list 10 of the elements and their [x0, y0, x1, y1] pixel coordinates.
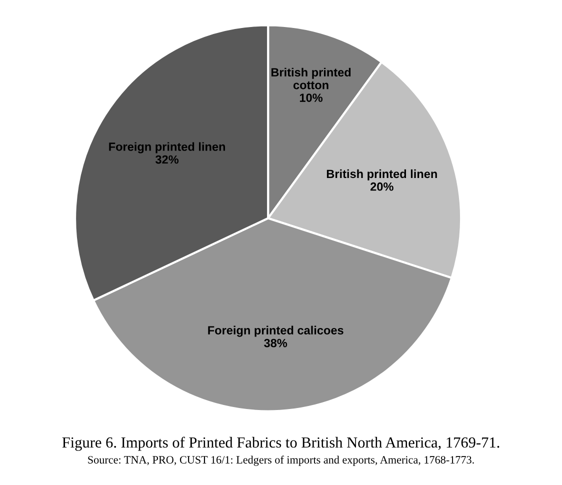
slice-label: Foreign printed linen — [109, 142, 225, 154]
data-label: 38% — [264, 338, 288, 348]
data-label: 32% — [155, 155, 179, 164]
data-label: 20% — [370, 182, 394, 191]
source-note: Source: TNA, PRO, CUST 16/1: Ledgers of imports and exports, America, 1768-1773. — [88, 456, 474, 466]
slice-label: British printed linen — [326, 169, 437, 180]
slice-label: Foreign printed calicoes — [208, 326, 344, 337]
data-label: 10% — [300, 94, 323, 102]
slice-label: British printed cotton — [271, 68, 351, 90]
text: Figure 6. Imports of Printed Fabrics to British North America, 1769-71. — [62, 436, 500, 451]
